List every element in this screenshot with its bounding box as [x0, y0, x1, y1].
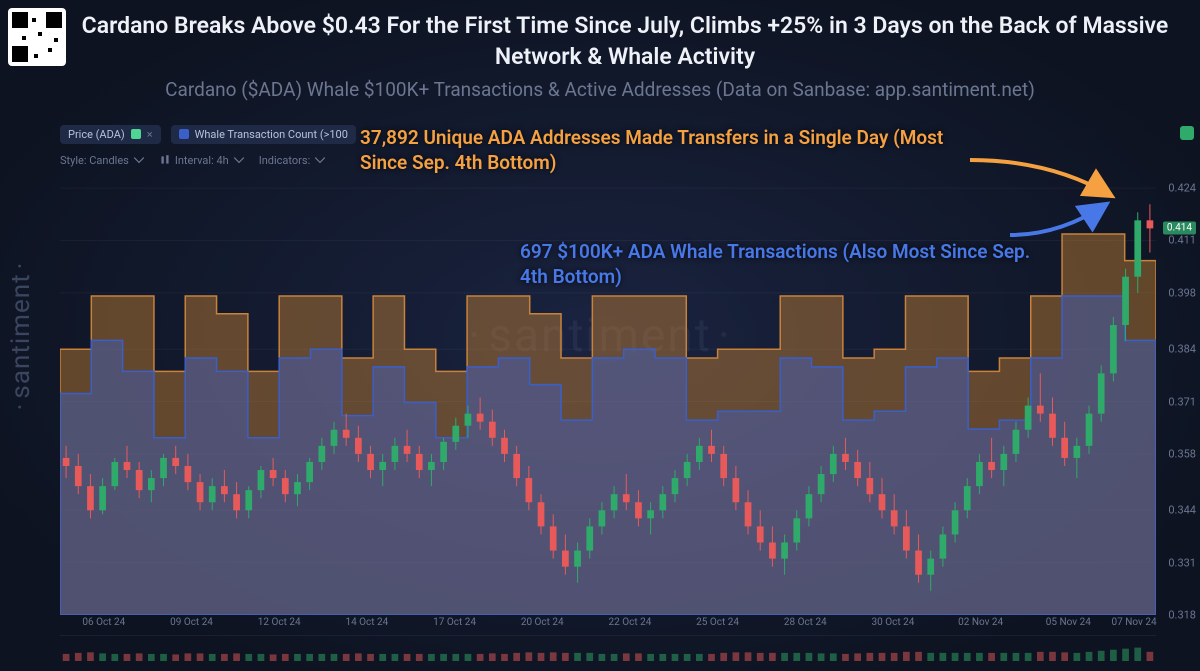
interval-selector[interactable]: Interval: 4h — [159, 154, 245, 167]
y-tick: 0.358 — [1168, 447, 1196, 460]
x-tick: 12 Oct 24 — [258, 617, 301, 628]
y-tick: 0.384 — [1168, 343, 1196, 356]
x-tick: 06 Oct 24 — [82, 617, 125, 628]
chevron-down-icon — [314, 154, 326, 166]
page-title: Cardano Breaks Above $0.43 For the First… — [80, 10, 1170, 72]
y-tick: 0.344 — [1168, 504, 1196, 517]
status-indicator[interactable] — [1180, 126, 1194, 140]
y-tick: 0.318 — [1168, 609, 1196, 622]
chevron-down-icon — [233, 154, 245, 166]
annotation-addresses: 37,892 Unique ADA Addresses Made Transfe… — [360, 126, 980, 175]
metric-chip-whale[interactable]: Whale Transaction Count (>100 — [171, 125, 356, 144]
candle-icon — [159, 154, 171, 166]
x-tick: 14 Oct 24 — [345, 617, 388, 628]
y-tick: 0.331 — [1168, 556, 1196, 569]
x-tick: 05 Nov 24 — [1046, 617, 1091, 628]
x-tick: 30 Oct 24 — [872, 617, 915, 628]
y-tick: 0.371 — [1168, 395, 1196, 408]
y-tick: 0.398 — [1168, 286, 1196, 299]
indicators-selector[interactable]: Indicators: — [259, 154, 327, 167]
x-axis: 06 Oct 24 09 Oct 24 12 Oct 24 14 Oct 24 17 O… — [60, 617, 1156, 631]
watermark-side: santiment — [6, 257, 36, 414]
qr-code — [8, 8, 66, 66]
annotation-whales: 697 $100K+ ADA Whale Transactions (Also … — [520, 240, 1040, 289]
y-tick: 0.424 — [1168, 182, 1196, 195]
x-tick: 02 Nov 24 — [958, 617, 1003, 628]
metric-chip-price[interactable]: Price (ADA) × — [60, 125, 161, 144]
x-tick: 25 Oct 24 — [696, 617, 739, 628]
main-chart[interactable] — [60, 172, 1156, 615]
close-icon[interactable]: × — [147, 128, 153, 141]
x-tick: 28 Oct 24 — [784, 617, 827, 628]
chevron-down-icon — [133, 154, 145, 166]
x-tick: 20 Oct 24 — [521, 617, 564, 628]
y-axis: 0.3180.3310.3440.3580.3710.3840.3980.411… — [1156, 172, 1196, 615]
chip-swatch — [131, 129, 141, 139]
volume-panel[interactable] — [60, 635, 1156, 661]
price-badge: 0.414 — [1163, 222, 1196, 235]
x-tick: 22 Oct 24 — [608, 617, 651, 628]
x-tick: 17 Oct 24 — [433, 617, 476, 628]
chip-swatch — [179, 129, 189, 139]
style-selector[interactable]: Style: Candles — [60, 154, 145, 167]
x-tick: 09 Oct 24 — [170, 617, 213, 628]
x-tick: 07 Nov 24 — [1112, 617, 1157, 628]
page-subtitle: Cardano ($ADA) Whale $100K+ Transactions… — [0, 78, 1200, 101]
y-tick: 0.411 — [1168, 234, 1196, 247]
chip-label: Price (ADA) — [68, 128, 125, 141]
chip-label: Whale Transaction Count (>100 — [195, 128, 348, 141]
